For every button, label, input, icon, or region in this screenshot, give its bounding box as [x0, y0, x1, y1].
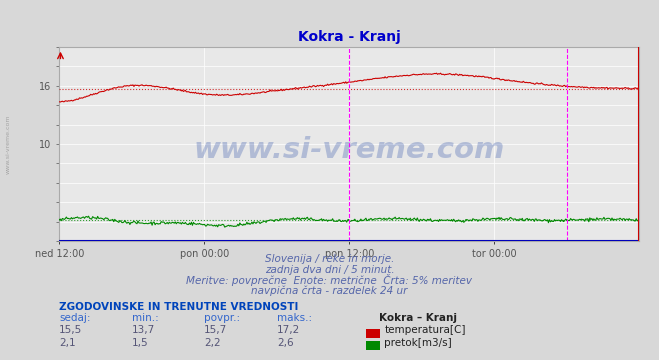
- Text: temperatura[C]: temperatura[C]: [384, 325, 466, 336]
- Text: sedaj:: sedaj:: [59, 313, 91, 323]
- Text: ZGODOVINSKE IN TRENUTNE VREDNOSTI: ZGODOVINSKE IN TRENUTNE VREDNOSTI: [59, 302, 299, 312]
- Title: Kokra - Kranj: Kokra - Kranj: [298, 30, 401, 44]
- Text: min.:: min.:: [132, 313, 159, 323]
- Text: 13,7: 13,7: [132, 325, 155, 336]
- Text: povpr.:: povpr.:: [204, 313, 241, 323]
- Text: 2,6: 2,6: [277, 338, 293, 348]
- Text: 2,2: 2,2: [204, 338, 221, 348]
- Text: 15,7: 15,7: [204, 325, 227, 336]
- Text: Meritve: povprečne  Enote: metrične  Črta: 5% meritev: Meritve: povprečne Enote: metrične Črta:…: [186, 274, 473, 286]
- Text: Slovenija / reke in morje.: Slovenija / reke in morje.: [265, 254, 394, 264]
- Text: 15,5: 15,5: [59, 325, 82, 336]
- Text: navpična črta - razdelek 24 ur: navpična črta - razdelek 24 ur: [251, 286, 408, 297]
- Text: pretok[m3/s]: pretok[m3/s]: [384, 338, 452, 348]
- Text: www.si-vreme.com: www.si-vreme.com: [5, 114, 11, 174]
- Text: 17,2: 17,2: [277, 325, 300, 336]
- Text: Kokra – Kranj: Kokra – Kranj: [379, 313, 457, 323]
- Text: 1,5: 1,5: [132, 338, 148, 348]
- Text: maks.:: maks.:: [277, 313, 312, 323]
- Text: zadnja dva dni / 5 minut.: zadnja dva dni / 5 minut.: [265, 265, 394, 275]
- Text: 2,1: 2,1: [59, 338, 76, 348]
- Text: www.si-vreme.com: www.si-vreme.com: [194, 136, 505, 164]
